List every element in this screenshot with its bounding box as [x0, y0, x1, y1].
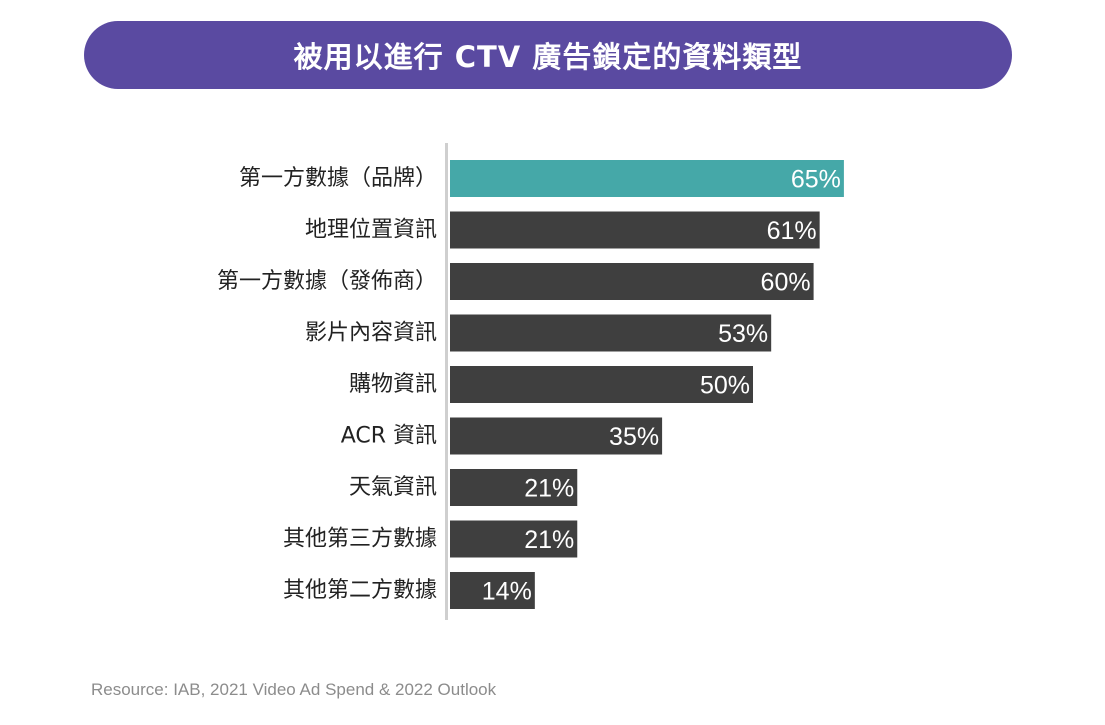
bar [450, 160, 844, 197]
chart-title: 被用以進行 CTV 廣告鎖定的資料類型 [293, 40, 803, 74]
value-label: 21% [524, 475, 574, 503]
category-label: ACR 資訊 [341, 424, 437, 449]
y-axis-line [445, 143, 448, 620]
bar [450, 572, 535, 609]
category-label: 第一方數據（發佈商） [217, 269, 437, 294]
value-label: 14% [482, 578, 532, 606]
bar [450, 469, 578, 506]
value-label: 65% [791, 166, 841, 194]
bar [450, 314, 772, 352]
value-label: 60% [761, 269, 811, 297]
title-banner: 被用以進行 CTV 廣告鎖定的資料類型 [84, 21, 1012, 89]
bar [450, 520, 578, 558]
category-label: 購物資訊 [349, 372, 437, 397]
source-note: Resource: IAB, 2021 Video Ad Spend & 202… [91, 680, 497, 699]
category-label: 影片內容資訊 [305, 321, 437, 346]
category-label: 第一方數據（品牌） [239, 166, 437, 191]
bar [450, 263, 814, 300]
category-label: 地理位置資訊 [305, 218, 437, 243]
value-label: 53% [718, 320, 768, 348]
category-label: 天氣資訊 [349, 475, 437, 500]
bar [450, 211, 820, 249]
bar [450, 417, 663, 455]
category-label: 其他第二方數據 [283, 578, 437, 603]
value-label: 50% [700, 372, 750, 400]
value-label: 35% [609, 423, 659, 451]
bar [450, 366, 753, 403]
category-label: 其他第三方數據 [283, 527, 437, 552]
value-label: 61% [767, 217, 817, 245]
value-label: 21% [524, 526, 574, 554]
